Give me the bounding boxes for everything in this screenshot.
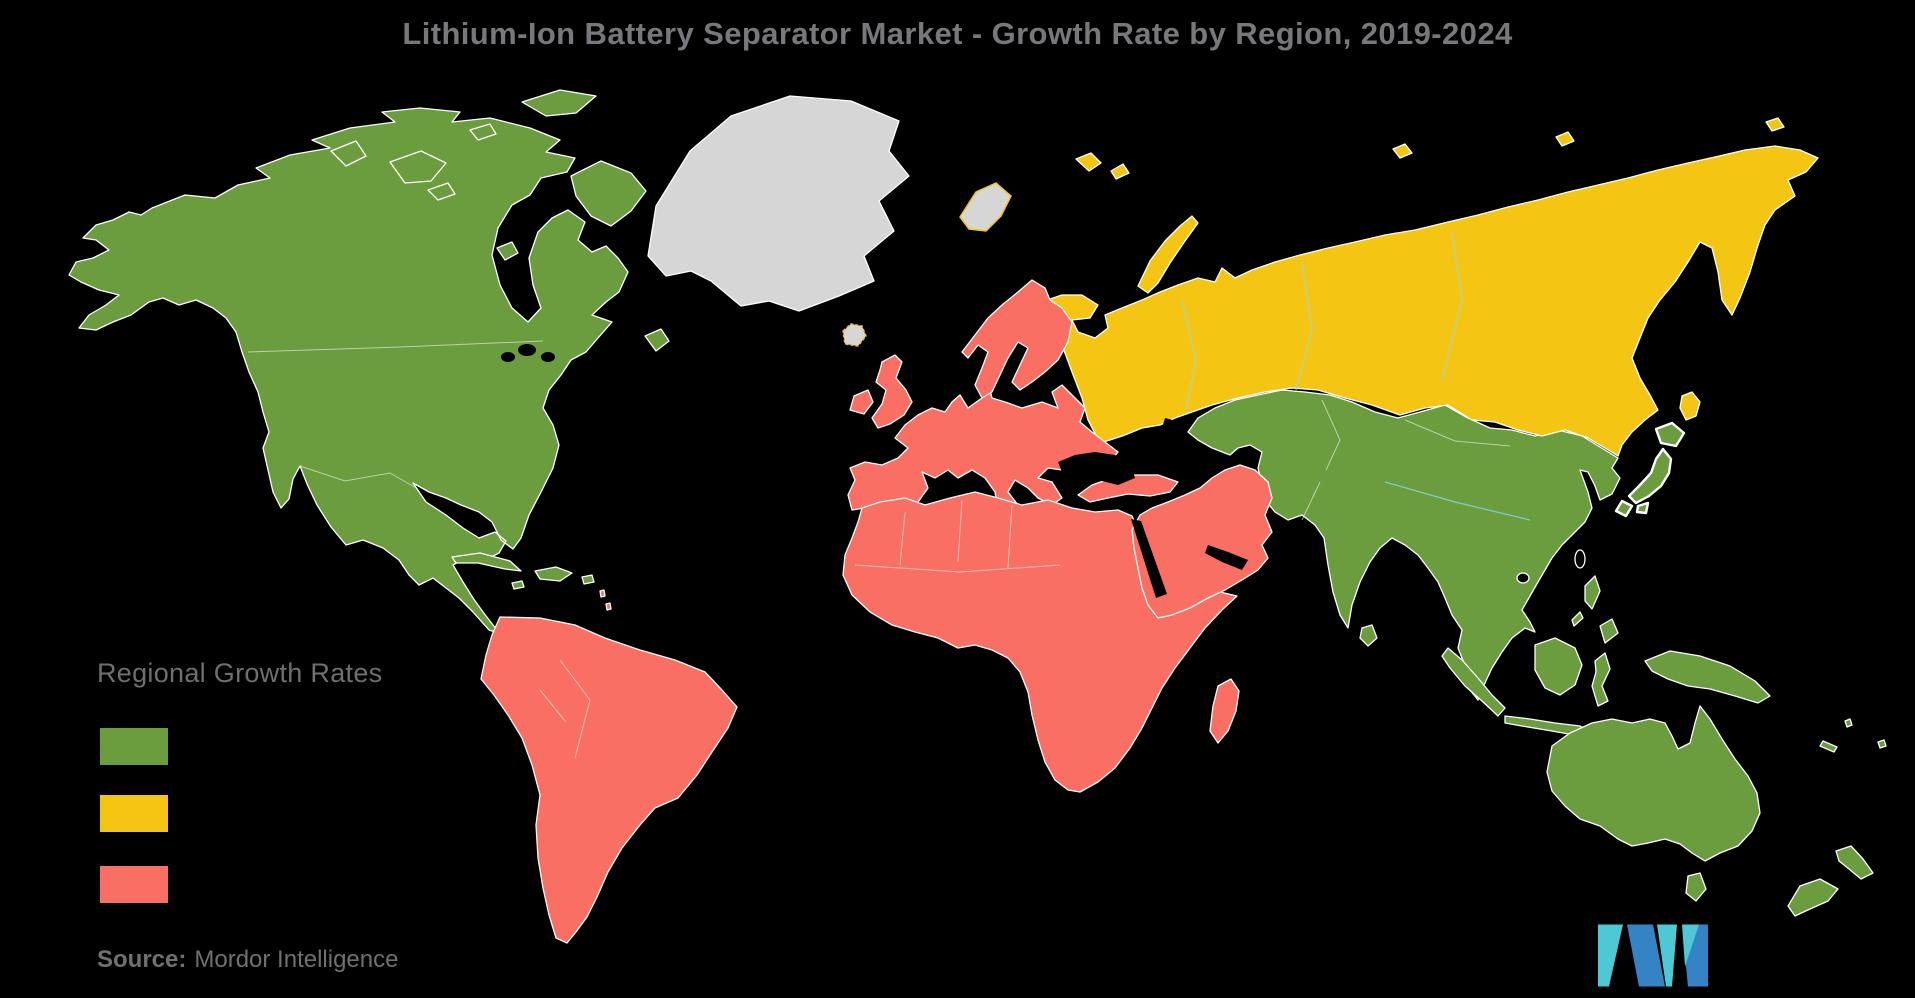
legend-swatch-medium-growth xyxy=(100,795,168,832)
russia-region xyxy=(1046,117,1819,457)
chart-title: Lithium-Ion Battery Separator Market - G… xyxy=(402,16,1513,51)
hainan-island xyxy=(1516,572,1530,584)
source-line: Source: Mordor Intelligence xyxy=(97,946,398,974)
source-label: Source: xyxy=(97,946,187,973)
taiwan-island xyxy=(1574,549,1586,569)
logo-shape-blue-diagonal xyxy=(1627,924,1665,987)
outline-islands xyxy=(1516,549,1586,584)
asia-pacific-region xyxy=(1187,389,1771,737)
legend-title: Regional Growth Rates xyxy=(97,658,383,688)
svalbard xyxy=(959,182,1012,232)
japan-islands xyxy=(1614,421,1686,518)
mordor-intelligence-logo xyxy=(1598,924,1708,987)
australia-oceania-region xyxy=(1546,705,1887,917)
logo-shape-teal-i-corner xyxy=(1682,924,1699,967)
iceland xyxy=(842,323,867,347)
south-america-region xyxy=(480,589,738,944)
europe-region xyxy=(847,279,1119,516)
country-borders xyxy=(247,340,1511,759)
inland-seas xyxy=(1058,418,1248,598)
logo-shape-teal-right xyxy=(1657,924,1677,987)
legend-swatch-high-growth xyxy=(100,728,168,765)
greenland-region xyxy=(647,95,910,312)
great-lakes xyxy=(501,344,555,362)
source-text: Mordor Intelligence xyxy=(194,946,399,973)
north-america-region xyxy=(68,89,670,635)
middle-east-region xyxy=(1077,464,1273,619)
logo-shape-teal-left xyxy=(1598,924,1623,987)
legend-swatch-low-growth xyxy=(100,866,168,903)
rivers xyxy=(1181,231,1531,521)
